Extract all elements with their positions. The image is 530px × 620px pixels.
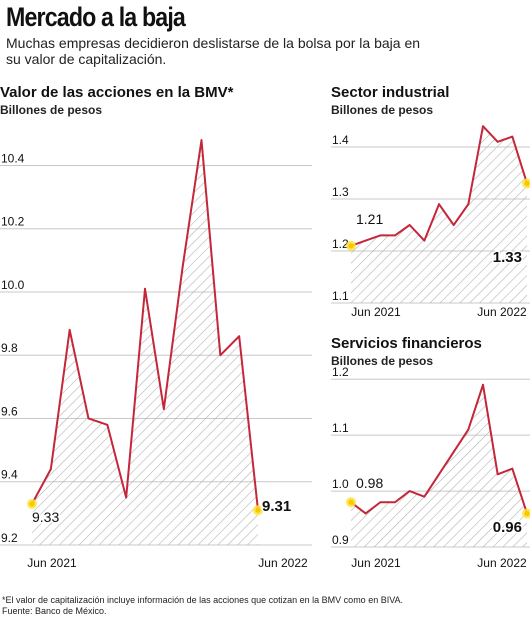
financial-xtick-label: Jun 2021 <box>351 556 401 570</box>
bmv-ytick-label: 10.4 <box>1 151 25 165</box>
bmv-xtick-label: Jun 2022 <box>258 556 308 570</box>
financial-data-point <box>379 501 382 504</box>
financial-ytick-label: 0.9 <box>332 533 349 547</box>
chart-unit-bmv: Billones de pesos <box>0 103 103 117</box>
industrial-ytick-label: 1.4 <box>332 133 349 147</box>
bmv-data-point <box>87 417 90 420</box>
bmv-ytick-label: 9.8 <box>1 341 18 355</box>
bmv-area <box>32 140 258 545</box>
industrial-xtick-label: Jun 2021 <box>351 305 401 319</box>
industrial-xtick-label: Jun 2022 <box>477 305 527 319</box>
financial-data-point <box>511 467 514 470</box>
bmv-xtick-label: Jun 2021 <box>27 556 77 570</box>
industrial-data-point <box>467 203 470 206</box>
industrial-highlight-dot <box>524 180 530 186</box>
bmv-ytick-label: 9.2 <box>1 531 18 545</box>
bmv-ytick-label: 9.4 <box>1 468 18 482</box>
industrial-data-point <box>423 239 426 242</box>
industrial-annotation-label: 1.21 <box>356 211 383 227</box>
industrial-ytick-label: 1.3 <box>332 185 349 199</box>
chart-title-bmv: Valor de las acciones en la BMV* <box>0 84 234 101</box>
financial-annotation-label: 0.96 <box>493 519 522 536</box>
industrial-highlight-dot <box>348 243 354 249</box>
industrial-data-point <box>496 140 499 143</box>
bmv-ytick-label: 9.6 <box>1 404 18 418</box>
industrial-data-point <box>511 135 514 138</box>
industrial-data-point <box>482 125 484 128</box>
page-title: Mercado a la baja <box>6 2 186 32</box>
industrial-data-point <box>438 203 440 206</box>
financial-highlight-dot <box>348 499 354 505</box>
industrial-data-point <box>394 234 396 237</box>
bmv-annotation-label: 9.31 <box>262 498 291 515</box>
chart-unit-industrial: Billones de pesos <box>331 103 434 117</box>
industrial-data-point <box>452 224 455 226</box>
industrial-data-point <box>364 239 367 242</box>
bmv-data-point <box>162 408 165 410</box>
industrial-ytick-label: 1.1 <box>332 289 349 303</box>
bmv-highlight-dot <box>29 501 35 507</box>
financial-data-point <box>482 383 484 386</box>
bmv-data-point <box>106 423 109 426</box>
footnote-note: *El valor de capitalización incluye info… <box>2 595 404 605</box>
financial-ytick-label: 1.2 <box>332 365 349 379</box>
industrial-area <box>351 126 527 303</box>
financial-data-point <box>467 428 470 431</box>
chart-title-financial: Servicios financieros <box>331 335 482 352</box>
financial-xtick-label: Jun 2022 <box>477 556 527 570</box>
financial-data-point <box>452 451 455 453</box>
financial-data-point <box>496 473 499 476</box>
bmv-data-point <box>200 139 203 142</box>
financial-ytick-label: 1.1 <box>332 421 349 435</box>
financial-data-point <box>408 490 411 492</box>
financial-data-point <box>394 501 396 504</box>
footnote: *El valor de capitalización incluye info… <box>2 595 403 617</box>
industrial-data-point <box>408 224 411 226</box>
financial-ytick-label: 1.0 <box>332 477 349 491</box>
chart-unit-financial: Billones de pesos <box>331 354 434 368</box>
bmv-data-point <box>238 335 241 338</box>
financial-area <box>351 384 527 547</box>
page-subtitle: Muchas empresas decidieron deslistarse d… <box>6 35 421 67</box>
financial-data-point <box>423 495 426 498</box>
bmv-data-point <box>49 468 52 470</box>
financial-data-point <box>364 512 367 515</box>
industrial-data-point <box>379 234 382 237</box>
bmv-data-point <box>68 329 71 331</box>
bmv-data-point <box>181 265 184 268</box>
bmv-data-point <box>144 287 146 290</box>
chart-title-industrial: Sector industrial <box>331 84 450 101</box>
bmv-highlight-dot <box>255 507 261 513</box>
financial-annotation-label: 0.98 <box>356 475 383 491</box>
bmv-ytick-label: 10.2 <box>1 215 25 229</box>
bmv-data-point <box>219 354 222 357</box>
industrial-annotation-label: 1.33 <box>493 249 522 266</box>
financial-highlight-dot <box>524 510 530 517</box>
bmv-data-point <box>125 496 128 499</box>
bmv-annotation-label: 9.33 <box>32 509 59 525</box>
financial-data-point <box>438 473 440 476</box>
footnote-source: Fuente: Banco de México. <box>2 606 107 616</box>
bmv-ytick-label: 10.0 <box>1 278 25 292</box>
industrial-ytick-label: 1.2 <box>332 237 349 251</box>
